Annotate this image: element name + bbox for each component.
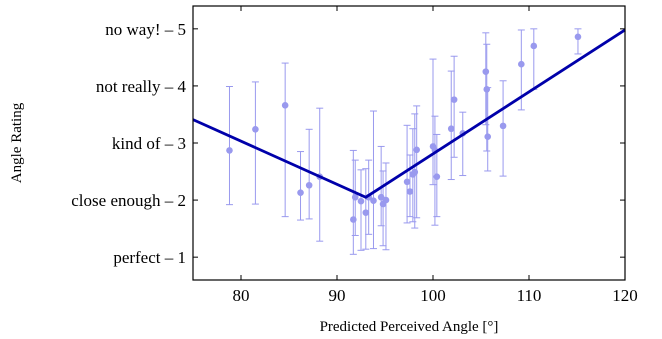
data-point	[499, 80, 507, 177]
data-marker	[483, 86, 491, 93]
data-marker	[484, 133, 492, 141]
data-point	[431, 115, 439, 226]
y-tick-label: close enough – 2	[71, 191, 186, 210]
y-tick-label: not really – 4	[96, 77, 187, 96]
data-point	[406, 154, 414, 218]
plot-frame	[192, 5, 626, 281]
data-point	[281, 62, 289, 218]
data-marker	[281, 102, 289, 109]
data-marker	[482, 68, 490, 75]
data-marker	[447, 125, 455, 133]
data-marker	[351, 193, 359, 201]
data-point	[411, 113, 419, 229]
data-point	[357, 169, 365, 251]
data-point	[459, 111, 467, 177]
y-tick-label: no way! – 5	[105, 20, 186, 39]
y-tick-label: kind of – 3	[112, 134, 186, 153]
data-point	[369, 110, 377, 250]
data-point	[225, 85, 233, 206]
data-point	[530, 28, 538, 90]
data-point	[447, 70, 455, 181]
x-tick-label: 110	[517, 286, 542, 305]
x-tick-label: 80	[233, 286, 250, 305]
data-marker	[370, 197, 377, 204]
data-point	[574, 28, 582, 55]
data-point	[351, 159, 359, 236]
data-point	[413, 105, 421, 219]
x-tick-label: 120	[612, 286, 638, 305]
data-marker	[450, 96, 458, 103]
data-marker	[297, 189, 304, 196]
y-tick-label: perfect – 1	[113, 248, 186, 267]
data-point	[429, 58, 437, 186]
data-marker	[530, 42, 538, 50]
data-marker	[518, 60, 525, 68]
data-marker	[252, 126, 259, 133]
fit-line	[192, 28, 626, 199]
y-axis-title: Angle Rating	[9, 102, 25, 183]
data-marker	[305, 181, 313, 189]
data-marker	[362, 209, 370, 216]
data-point	[433, 133, 441, 218]
data-point	[362, 168, 370, 250]
data-point	[297, 151, 305, 221]
data-point	[482, 32, 490, 126]
chart-marks	[192, 28, 626, 255]
x-axis: 80 90 100 110 120	[233, 6, 638, 305]
data-marker	[357, 197, 365, 205]
x-tick-label: 90	[329, 286, 346, 305]
y-axis: perfect – 1 close enough – 2 kind of – 3 no…	[71, 20, 625, 267]
data-marker	[433, 173, 441, 180]
data-marker	[406, 188, 414, 195]
data-point	[382, 162, 390, 251]
x-tick-label: 100	[420, 286, 446, 305]
data-marker	[499, 122, 507, 130]
data-point	[305, 128, 313, 220]
x-axis-title: Predicted Perceived Angle [°]	[320, 319, 499, 335]
data-point	[251, 81, 259, 205]
data-marker	[574, 33, 582, 41]
data-point	[403, 124, 411, 224]
data-point	[349, 149, 357, 255]
data-marker	[403, 178, 411, 186]
data-marker	[226, 147, 233, 154]
data-point	[484, 87, 492, 172]
data-marker	[382, 196, 390, 204]
data-marker	[413, 146, 420, 154]
